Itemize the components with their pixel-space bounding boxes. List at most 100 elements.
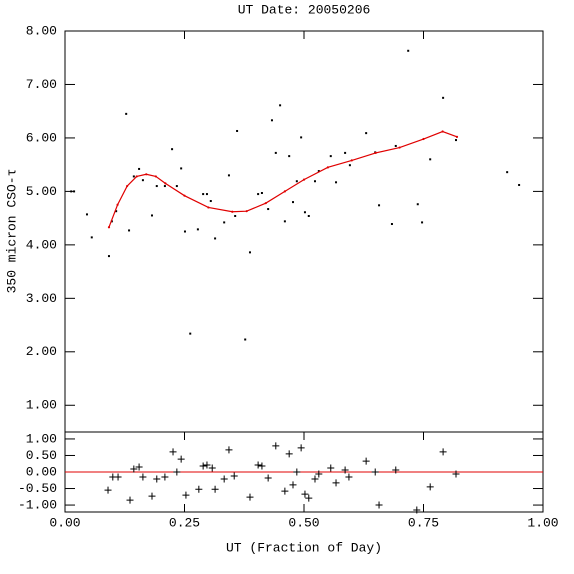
- data-point: [274, 151, 277, 154]
- residual-point: [230, 472, 238, 480]
- y-tick-label: 0.00: [26, 464, 57, 479]
- residual-point: [199, 462, 207, 470]
- y-tick-label: 7.00: [26, 77, 57, 92]
- fit-point: [183, 194, 186, 197]
- residual-point: [293, 468, 301, 476]
- residual-point: [169, 448, 177, 456]
- x-axis-label: UT (Fraction of Day): [226, 540, 382, 555]
- data-point: [138, 167, 141, 170]
- residual-point: [413, 506, 421, 514]
- data-point: [295, 180, 298, 183]
- residual-point: [375, 501, 383, 509]
- data-point: [288, 155, 291, 158]
- x-tick-label: 0.50: [288, 515, 319, 530]
- fit-point: [422, 137, 425, 141]
- y-tick-label: 1.00: [26, 431, 57, 446]
- y-axis-label: 350 micron CSO-τ: [4, 169, 19, 294]
- residual-point: [246, 493, 254, 501]
- residual-point: [126, 496, 134, 504]
- residual-point: [211, 485, 219, 493]
- data-point: [421, 221, 424, 224]
- x-tick-label: 0.25: [169, 515, 200, 530]
- fit-point: [154, 175, 157, 178]
- fit-point: [164, 182, 167, 185]
- data-point: [365, 132, 368, 135]
- residual-point: [327, 464, 335, 472]
- data-point: [300, 136, 303, 139]
- residual-point: [452, 470, 460, 478]
- data-point: [209, 200, 212, 203]
- y-tick-label: 2.00: [26, 344, 57, 359]
- fit-point: [135, 175, 138, 178]
- data-point: [292, 201, 295, 204]
- fit-point: [231, 210, 234, 213]
- data-point: [107, 255, 110, 258]
- residual-point: [332, 479, 340, 487]
- fit-point: [264, 202, 267, 205]
- residual-point: [139, 473, 147, 481]
- fit-point: [107, 226, 111, 229]
- data-point: [189, 332, 192, 335]
- data-point: [70, 190, 73, 193]
- residual-point: [439, 448, 447, 456]
- residual-point: [173, 468, 181, 476]
- fit-point: [126, 184, 129, 188]
- residual-point: [362, 457, 370, 465]
- fit-point: [283, 190, 286, 193]
- residual-point: [289, 481, 297, 489]
- data-point: [279, 104, 282, 107]
- data-point: [394, 144, 397, 147]
- data-point: [303, 211, 306, 214]
- residual-point: [104, 486, 112, 494]
- data-point: [85, 213, 88, 216]
- data-point: [73, 190, 76, 193]
- y-tick-label: 1.00: [26, 398, 57, 413]
- fit-point: [455, 135, 459, 138]
- data-point: [283, 220, 286, 223]
- data-point: [416, 203, 419, 206]
- residual-point: [208, 464, 216, 472]
- y-tick-label: 4.00: [26, 237, 57, 252]
- data-point: [90, 236, 93, 239]
- residual-point: [301, 490, 309, 498]
- x-tick-label: 0.00: [49, 515, 80, 530]
- residual-point: [135, 463, 143, 471]
- chart-title: UT Date: 20050206: [238, 2, 371, 17]
- residual-point: [281, 487, 289, 495]
- data-point: [115, 210, 118, 213]
- data-point: [125, 112, 128, 115]
- data-point: [407, 49, 410, 52]
- residual-point: [311, 475, 319, 483]
- data-point: [270, 119, 273, 122]
- data-point: [171, 148, 174, 151]
- residual-point: [315, 470, 323, 478]
- data-point: [307, 214, 310, 217]
- residual-point: [285, 450, 293, 458]
- fit-point: [116, 203, 119, 206]
- residual-point: [392, 466, 400, 474]
- residual-point: [182, 491, 190, 499]
- data-point: [344, 151, 347, 154]
- residual-point: [426, 483, 434, 491]
- data-point: [205, 193, 208, 196]
- fit-point: [441, 130, 444, 133]
- y-tick-label: 5.00: [26, 184, 57, 199]
- residual-point: [297, 444, 305, 452]
- fit-point: [145, 173, 148, 176]
- data-point: [390, 223, 393, 226]
- fit-point: [326, 166, 329, 169]
- residual-point: [161, 473, 169, 481]
- data-point: [236, 129, 239, 132]
- data-point: [317, 170, 320, 173]
- data-point: [329, 155, 332, 158]
- residual-point: [254, 461, 262, 469]
- data-point: [429, 158, 432, 161]
- data-point: [132, 175, 135, 178]
- data-point: [518, 183, 521, 186]
- data-point: [128, 229, 131, 232]
- residual-point: [371, 468, 379, 476]
- x-tick-label: 1.00: [527, 515, 558, 530]
- data-point: [506, 171, 509, 174]
